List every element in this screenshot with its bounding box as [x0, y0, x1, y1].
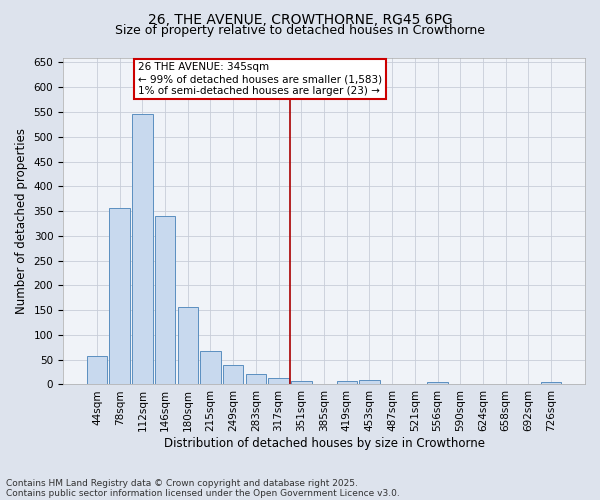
- Y-axis label: Number of detached properties: Number of detached properties: [15, 128, 28, 314]
- Bar: [155, 216, 175, 384]
- Bar: [200, 351, 221, 384]
- Bar: [87, 356, 107, 384]
- Text: Contains public sector information licensed under the Open Government Licence v3: Contains public sector information licen…: [6, 488, 400, 498]
- Text: 26, THE AVENUE, CROWTHORNE, RG45 6PG: 26, THE AVENUE, CROWTHORNE, RG45 6PG: [148, 12, 452, 26]
- Text: 26 THE AVENUE: 345sqm
← 99% of detached houses are smaller (1,583)
1% of semi-de: 26 THE AVENUE: 345sqm ← 99% of detached …: [138, 62, 382, 96]
- Bar: [245, 374, 266, 384]
- Bar: [268, 378, 289, 384]
- Bar: [337, 381, 357, 384]
- Text: Contains HM Land Registry data © Crown copyright and database right 2025.: Contains HM Land Registry data © Crown c…: [6, 478, 358, 488]
- Bar: [178, 306, 198, 384]
- X-axis label: Distribution of detached houses by size in Crowthorne: Distribution of detached houses by size …: [164, 437, 485, 450]
- Text: Size of property relative to detached houses in Crowthorne: Size of property relative to detached ho…: [115, 24, 485, 37]
- Bar: [223, 364, 244, 384]
- Bar: [132, 114, 152, 384]
- Bar: [109, 208, 130, 384]
- Bar: [541, 382, 561, 384]
- Bar: [291, 382, 311, 384]
- Bar: [359, 380, 380, 384]
- Bar: [427, 382, 448, 384]
